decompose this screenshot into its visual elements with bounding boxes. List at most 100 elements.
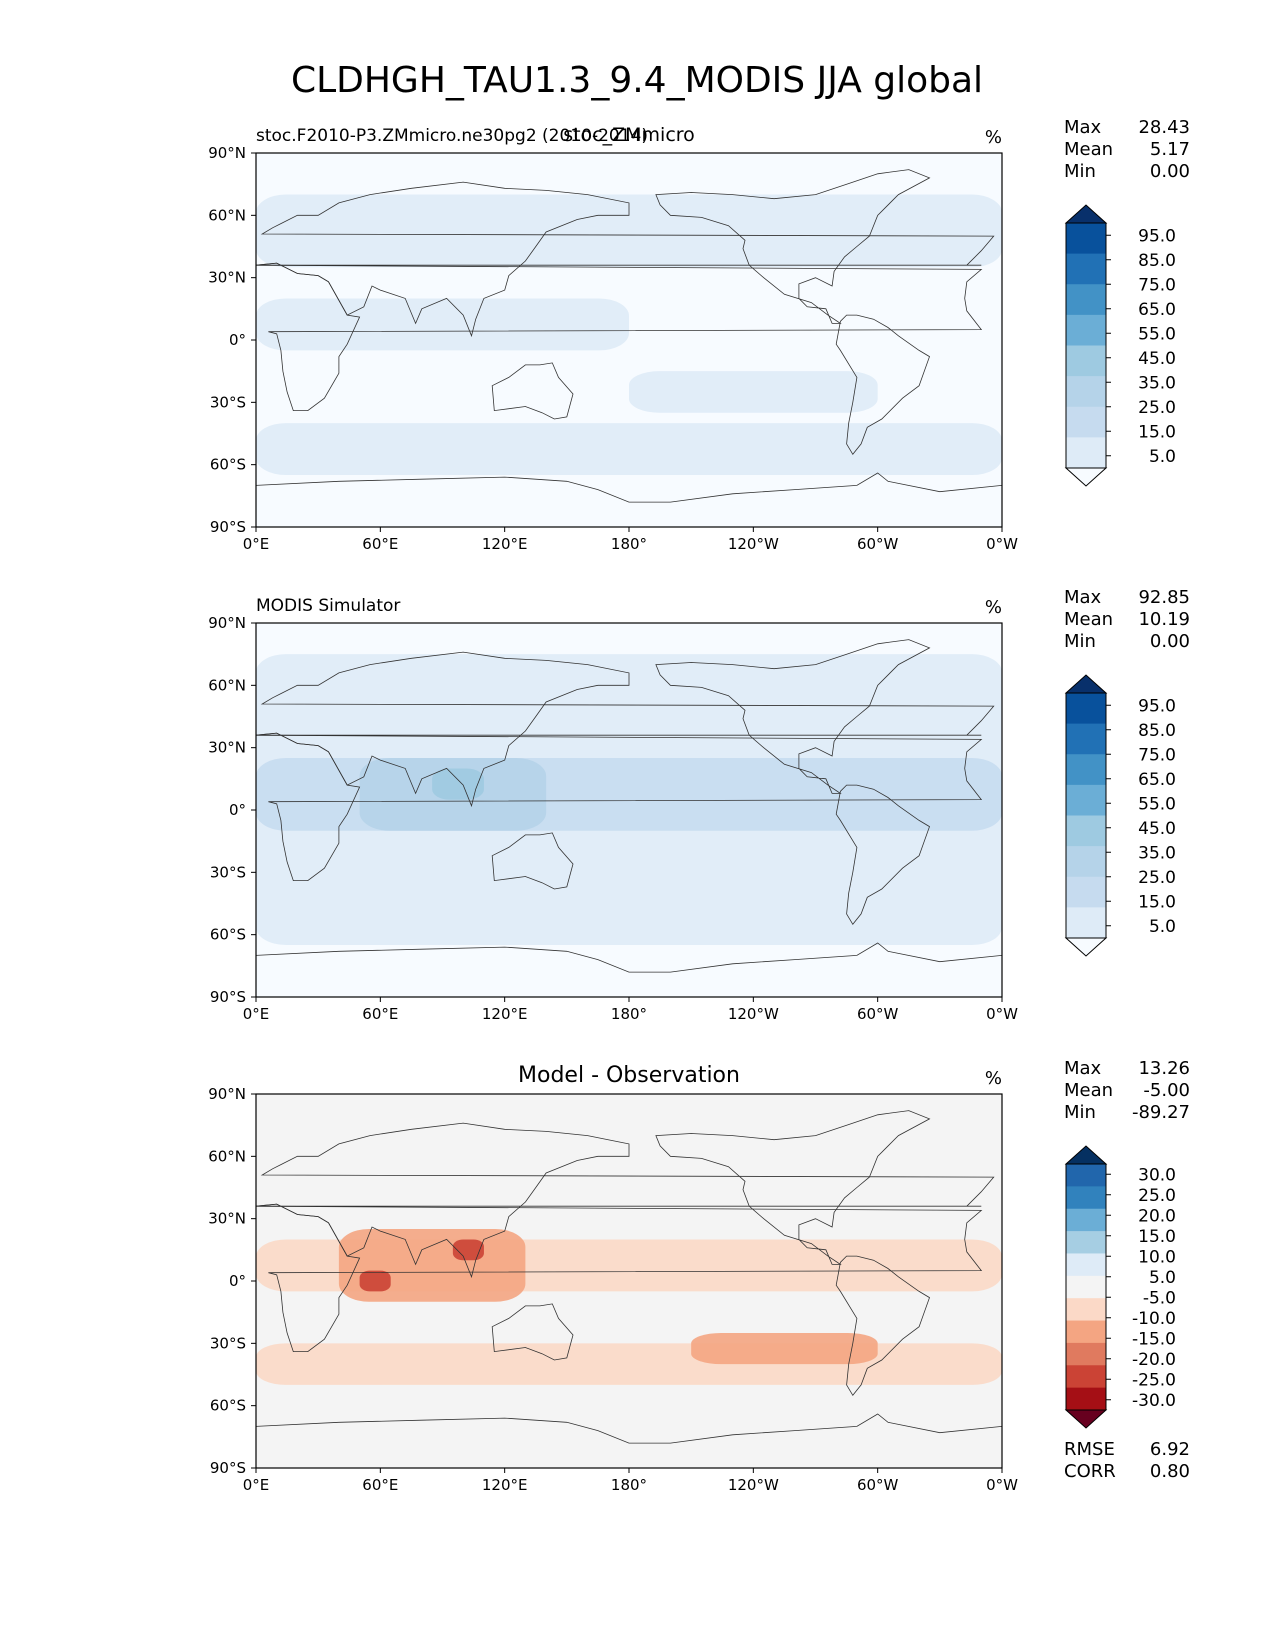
y-tick-label: 90°S xyxy=(210,1459,246,1477)
stat-label-max: Max xyxy=(1064,587,1102,608)
units-label: % xyxy=(985,127,1002,148)
colorbar-segment xyxy=(1066,846,1106,878)
coastline-5 xyxy=(256,472,1002,527)
region-bay-of-bengal xyxy=(432,768,484,800)
colorbar-tick-label: 65.0 xyxy=(1138,300,1176,320)
stat-label-corr: CORR xyxy=(1064,1461,1116,1482)
x-tick-label: 0°E xyxy=(243,535,270,553)
colorbar-segment xyxy=(1066,1365,1106,1389)
y-tick-label: 60°N xyxy=(208,1147,246,1165)
colorbar-extend-max xyxy=(1064,204,1108,224)
colorbar-frame xyxy=(1065,692,1107,939)
colorbar-segment xyxy=(1066,1186,1106,1210)
colorbar-tick-label: -25.0 xyxy=(1132,1370,1176,1390)
region-tropical-indian-pacific xyxy=(256,298,629,351)
coastline-1 xyxy=(256,262,983,411)
colorbar-tick-label: 35.0 xyxy=(1138,843,1176,863)
stat-value-rmse: 6.92 xyxy=(1150,1439,1190,1460)
stat-value-min: -89.27 xyxy=(1132,1102,1190,1123)
y-tick-label: 0° xyxy=(229,1272,246,1290)
colorbar-extend-max xyxy=(1064,674,1108,694)
colorbar-tick-label: 15.0 xyxy=(1138,1227,1176,1247)
colorbar-tick-label: 5.0 xyxy=(1149,917,1176,937)
stat-value-min: 0.00 xyxy=(1150,161,1190,182)
colorbar-tick-label: -15.0 xyxy=(1132,1329,1176,1349)
coastline-4 xyxy=(835,314,930,456)
region-southern-ocean xyxy=(256,423,1002,476)
stat-label-mean: Mean xyxy=(1064,139,1113,160)
colorbar-segment xyxy=(1066,437,1106,469)
colorbar-tick-label: 35.0 xyxy=(1138,373,1176,393)
y-tick-label: 30°N xyxy=(208,739,246,757)
coastline-3 xyxy=(655,1110,931,1265)
x-tick-label: 180° xyxy=(611,1476,647,1494)
colorbar-segment xyxy=(1066,723,1106,755)
y-tick-label: 30°S xyxy=(210,863,246,881)
y-tick-label: 90°N xyxy=(208,1085,246,1103)
colorbar-tick-label: 5.0 xyxy=(1149,1268,1176,1288)
map-panel-3: 0°E 60°E 120°E 180° 120°W 60°W 0°W 90°N 60°N 30°N… xyxy=(208,1058,1190,1494)
colorbar-tick-label: 45.0 xyxy=(1138,349,1176,369)
coastline-2 xyxy=(491,362,574,420)
y-tick-label: 90°N xyxy=(208,144,246,162)
coastline-2 xyxy=(491,832,574,890)
x-tick-label: 120°W xyxy=(728,1005,779,1023)
stat-label-mean: Mean xyxy=(1064,609,1113,630)
x-tick-label: 0°E xyxy=(243,1005,270,1023)
map-panel-1: 0°E 60°E 120°E 180° 120°W 60°W 0°W 90°N 60°N 30°N… xyxy=(208,117,1190,553)
y-tick-label: 60°S xyxy=(210,926,246,944)
y-tick-label: 0° xyxy=(229,801,246,819)
colorbar-segment xyxy=(1066,784,1106,816)
coastline-4 xyxy=(835,1255,930,1397)
colorbar-tick-label: 85.0 xyxy=(1138,251,1176,271)
y-tick-label: 60°S xyxy=(210,1397,246,1415)
colorbar-tick-label: 15.0 xyxy=(1138,892,1176,912)
y-tick-label: 30°S xyxy=(210,1334,246,1352)
colorbar-segment xyxy=(1066,1387,1106,1411)
colorbar-segment xyxy=(1066,1298,1106,1322)
colorbar-segment xyxy=(1066,693,1106,725)
y-tick-label: 90°S xyxy=(210,988,246,1006)
x-tick-label: 180° xyxy=(611,1005,647,1023)
colorbar-tick-label: 20.0 xyxy=(1138,1206,1176,1226)
x-tick-label: 60°E xyxy=(362,535,398,553)
colorbar-segment xyxy=(1066,1208,1106,1232)
coastline-5 xyxy=(256,1413,1002,1468)
x-tick-label: 0°W xyxy=(986,535,1018,553)
colorbar-segment xyxy=(1066,1342,1106,1366)
y-tick-label: 90°S xyxy=(210,518,246,536)
colorbar-segment xyxy=(1066,1164,1106,1187)
figure-title: CLDHGH_TAU1.3_9.4_MODIS JJA global xyxy=(291,60,983,101)
colorbar-tick-label: 10.0 xyxy=(1138,1247,1176,1267)
colorbar-extend-min xyxy=(1064,937,1108,957)
stat-value-max: 13.26 xyxy=(1138,1058,1190,1079)
colorbar-segment xyxy=(1066,253,1106,285)
colorbar-segment xyxy=(1066,1275,1106,1299)
colorbar-extend-min xyxy=(1064,1409,1108,1429)
stat-value-mean: 10.19 xyxy=(1138,609,1190,630)
colorbar: 30.025.020.015.010.05.0-5.0-10.0-15.0-20… xyxy=(1064,1145,1176,1429)
coastline-3 xyxy=(655,639,931,794)
y-tick-label: 60°N xyxy=(208,206,246,224)
colorbar-tick-label: 30.0 xyxy=(1138,1165,1176,1185)
colorbar-segment xyxy=(1066,1253,1106,1277)
colorbar-segment xyxy=(1066,284,1106,316)
colorbar-tick-label: 5.0 xyxy=(1149,447,1176,467)
coastline-1 xyxy=(256,1203,983,1352)
y-tick-label: 60°S xyxy=(210,456,246,474)
x-tick-label: 60°W xyxy=(857,1476,899,1494)
colorbar-tick-label: 75.0 xyxy=(1138,745,1176,765)
colorbar-tick-label: 85.0 xyxy=(1138,721,1176,741)
colorbar-tick-label: 45.0 xyxy=(1138,819,1176,839)
colorbar-tick-label: -10.0 xyxy=(1132,1309,1176,1329)
stat-label-min: Min xyxy=(1064,631,1096,652)
colorbar-segment xyxy=(1066,406,1106,438)
stat-value-mean: -5.00 xyxy=(1143,1080,1190,1101)
colorbar-frame xyxy=(1065,1163,1107,1411)
colorbar-tick-label: 95.0 xyxy=(1138,696,1176,716)
colorbar-tick-label: -30.0 xyxy=(1132,1391,1176,1411)
field-layer xyxy=(256,153,1002,527)
field-layer xyxy=(256,1094,1002,1468)
colorbar-segment xyxy=(1066,907,1106,939)
